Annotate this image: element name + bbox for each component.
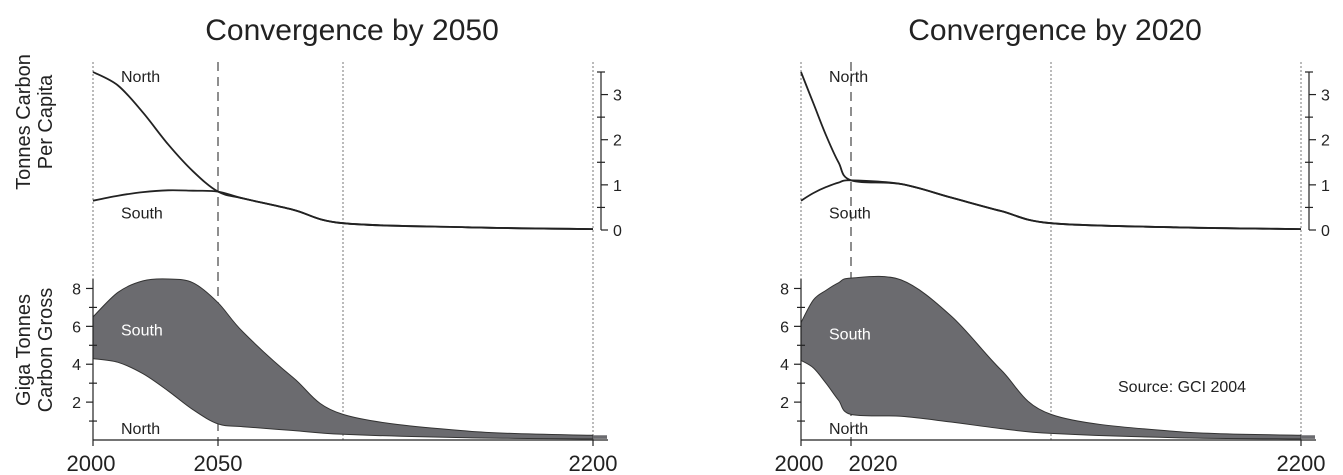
x-tick-label: 2000	[67, 451, 116, 475]
per-capita-label-south: South	[121, 206, 163, 223]
per-capita-tick-label: 3	[613, 88, 622, 105]
per-capita-tick-label: 0	[1321, 223, 1330, 240]
gross-ylabel-line2: Carbon Gross	[35, 288, 57, 413]
per-capita-label-north: North	[829, 69, 868, 86]
gross-area-south	[92, 278, 594, 440]
per-capita-tick-label: 1	[1321, 178, 1330, 195]
gross-tick-label: 8	[780, 281, 789, 298]
source-note: Source: GCI 2004	[1118, 379, 1246, 396]
per-capita-tick-label: 3	[1321, 88, 1330, 105]
per-capita-label-south: South	[829, 206, 871, 223]
gross-area-tail	[1301, 435, 1315, 439]
per-capita-ylabel: Tonnes Carbon Per Capita	[13, 54, 57, 190]
gross-tick-label: 8	[72, 281, 81, 298]
x-tick-label: 2200	[569, 451, 618, 475]
per-capita-tick-label: 2	[613, 133, 622, 150]
per-capita-line-south	[92, 189, 594, 230]
x-tick-label: 2200	[1277, 451, 1326, 475]
gross-tick-label: 6	[780, 319, 789, 336]
gross-tick-label: 4	[780, 357, 789, 374]
x-tick-label: 2050	[194, 451, 243, 475]
per-capita-ylabel-line2: Per Capita	[35, 74, 57, 169]
x-tick-label: 2000	[775, 451, 824, 475]
gross-area-south	[800, 275, 1302, 440]
per-capita-tick-label: 2	[1321, 133, 1330, 150]
gross-label-north: North	[121, 421, 160, 438]
per-capita-tick-label: 0	[613, 223, 622, 240]
gross-area-tail	[593, 435, 607, 439]
gross-tick-label: 2	[72, 395, 81, 412]
gross-label-south: South	[121, 323, 163, 340]
chart-panel-left: 0 1 2 3 North South 2 4 6 8 2000 2050 2200 South North	[67, 62, 622, 475]
gross-tick-label: 6	[72, 319, 81, 336]
gross-tick-label: 4	[72, 357, 81, 374]
x-tick-label: 2020	[849, 451, 898, 475]
per-capita-tick-label: 1	[613, 178, 622, 195]
per-capita-label-north: North	[121, 69, 160, 86]
gross-label-north: North	[829, 421, 868, 438]
gross-tick-label: 2	[780, 395, 789, 412]
chart-title-right: Convergence by 2020	[908, 14, 1202, 47]
gross-label-south: South	[829, 327, 871, 344]
per-capita-line-south	[800, 179, 1302, 230]
gross-ylabel: Giga Tonnes Carbon Gross	[13, 288, 57, 413]
chart-title-left: Convergence by 2050	[205, 14, 499, 47]
gross-ylabel-line1: Giga Tonnes	[13, 294, 35, 406]
chart-panel-right: 0 1 2 3 North South 2 4 6 8 2000 2020 2200 South North	[775, 62, 1330, 475]
per-capita-ylabel-line1: Tonnes Carbon	[13, 54, 35, 190]
